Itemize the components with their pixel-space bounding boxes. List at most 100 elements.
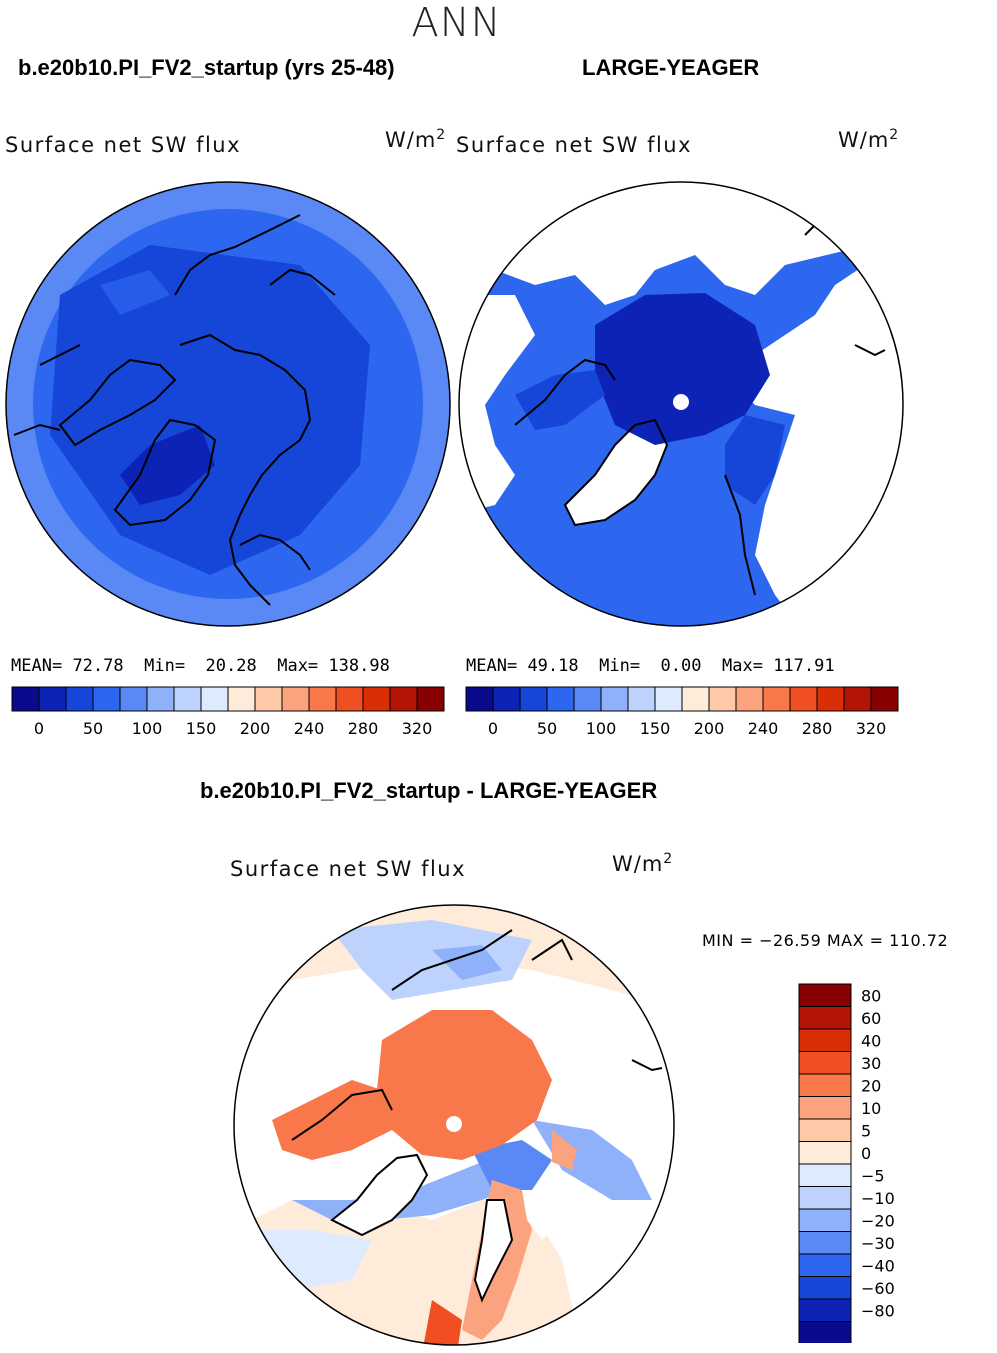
pole-hole	[673, 394, 689, 410]
colorbar-tick-label: 100	[586, 719, 617, 738]
colorbar-tick-label: 5	[861, 1122, 871, 1141]
colorbar-swatch	[798, 1028, 852, 1052]
colorbar-swatch	[870, 686, 899, 712]
colorbar-swatch	[600, 686, 629, 712]
colorbar-tick-label: 280	[348, 719, 379, 738]
colorbar-tick-label: 150	[640, 719, 671, 738]
panel-2-title: LARGE-YEAGER	[582, 55, 760, 80]
colorbar-tick-label: −80	[861, 1302, 895, 1321]
map-obs	[458, 181, 904, 627]
colorbar-swatch	[200, 686, 229, 712]
colorbar-swatch	[281, 686, 310, 712]
map-boundary	[5, 181, 451, 627]
colorbar-swatch	[254, 686, 283, 712]
colorbar-swatch	[798, 1208, 852, 1232]
colorbar-tick-label: 60	[861, 1009, 881, 1028]
colorbar-swatch	[416, 686, 445, 712]
colorbar-swatch	[627, 686, 656, 712]
panel-2-units: W/m2	[838, 127, 900, 152]
colorbar-swatch	[798, 1006, 852, 1030]
colorbar-tick-label: −30	[861, 1234, 895, 1253]
colorbar-tick-label: 320	[402, 719, 433, 738]
colorbar-swatch	[119, 686, 148, 712]
colorbar-swatch	[546, 686, 575, 712]
sea-ice-region	[595, 293, 770, 445]
colorbar-swatch	[798, 1073, 852, 1097]
difference-minmax: MIN = −26.59 MAX = 110.72	[702, 931, 949, 950]
colorbar-tick-label: 240	[748, 719, 779, 738]
colorbar-swatch	[735, 686, 764, 712]
difference-units: W/m2	[612, 851, 674, 876]
colorbar-tick-label: 240	[294, 719, 325, 738]
panel-1-title: b.e20b10.PI_FV2_startup (yrs 25-48)	[18, 55, 395, 80]
colorbar-tick-label: −60	[861, 1279, 895, 1298]
colorbar-swatch	[65, 686, 94, 712]
colorbar-swatch	[362, 686, 391, 712]
colorbar-swatch	[492, 686, 521, 712]
colorbar-tick-label: 20	[861, 1077, 881, 1096]
colorbar-swatch	[798, 1118, 852, 1142]
colorbar-swatch	[573, 686, 602, 712]
sw-flux-field-min	[120, 425, 215, 505]
coastlines	[13, 214, 336, 606]
colorbar-swatch	[798, 1051, 852, 1075]
colorbar-swatch	[92, 686, 121, 712]
panel-1-variable: Surface net SW flux	[5, 133, 242, 157]
colorbar-tick-label: 200	[694, 719, 725, 738]
colorbar-tick-label: 100	[132, 719, 163, 738]
season-title: ANN	[411, 0, 502, 46]
colorbar-tick-label: 50	[83, 719, 103, 738]
colorbar-tick-label: −10	[861, 1189, 895, 1208]
colorbar-swatch	[798, 1163, 852, 1187]
map-difference	[233, 904, 675, 1346]
colorbar-tick-label: 0	[488, 719, 498, 738]
colorbar-swatch	[789, 686, 818, 712]
colorbar-difference: 80 60 40 30 20 10 5 0 −5 −10 −20 −30 −40 −60 −80	[798, 983, 895, 1343]
colorbar-swatch	[708, 686, 737, 712]
colorbar-tick-label: 10	[861, 1099, 881, 1118]
colorbar-swatch	[38, 686, 67, 712]
difference-warm-core	[377, 1010, 552, 1160]
colorbar-swatch	[843, 686, 872, 712]
colorbar-swatch	[519, 686, 548, 712]
colorbar-swatch	[798, 1298, 852, 1322]
colorbar-model: 0 50 100 150 200 240 280 320	[11, 686, 445, 738]
colorbar-swatch	[389, 686, 418, 712]
colorbar-swatch	[798, 1276, 852, 1300]
colorbar-swatch	[816, 686, 845, 712]
colorbar-swatch	[798, 1141, 852, 1165]
colorbar-tick-label: 0	[34, 719, 44, 738]
colorbar-tick-label: 150	[186, 719, 217, 738]
panel-2-stats: MEAN= 49.18 Min= 0.00 Max= 117.91	[466, 656, 835, 676]
colorbar-tick-label: −20	[861, 1212, 895, 1231]
colorbar-swatch	[654, 686, 683, 712]
colorbar-tick-label: −40	[861, 1257, 895, 1276]
panel-2-variable: Surface net SW flux	[456, 133, 693, 157]
panel-1-units: W/m2	[385, 127, 447, 152]
colorbar-swatch	[798, 1186, 852, 1210]
colorbar-swatch	[798, 1253, 852, 1277]
colorbar-swatch	[762, 686, 791, 712]
colorbar-swatch	[173, 686, 202, 712]
map-model	[5, 181, 451, 627]
colorbar-swatch	[798, 1321, 852, 1343]
colorbar-swatch	[146, 686, 175, 712]
colorbar-tick-label: 30	[861, 1054, 881, 1073]
colorbar-swatch	[798, 1231, 852, 1255]
colorbar-swatch	[465, 686, 494, 712]
colorbar-tick-label: 80	[861, 987, 881, 1006]
colorbar-tick-label: 280	[802, 719, 833, 738]
colorbar-swatch	[798, 983, 852, 1007]
colorbar-swatch	[798, 1096, 852, 1120]
colorbar-tick-label: −5	[861, 1167, 885, 1186]
colorbar-swatch	[11, 686, 40, 712]
difference-title: b.e20b10.PI_FV2_startup - LARGE-YEAGER	[200, 778, 658, 803]
difference-variable: Surface net SW flux	[230, 857, 467, 881]
colorbar-tick-label: 40	[861, 1032, 881, 1051]
colorbar-tick-label: 320	[856, 719, 887, 738]
colorbar-swatch	[335, 686, 364, 712]
colorbar-swatch	[681, 686, 710, 712]
colorbar-tick-label: 0	[861, 1144, 871, 1163]
colorbar-swatch	[308, 686, 337, 712]
panel-1-stats: MEAN= 72.78 Min= 20.28 Max= 138.98	[11, 656, 390, 676]
